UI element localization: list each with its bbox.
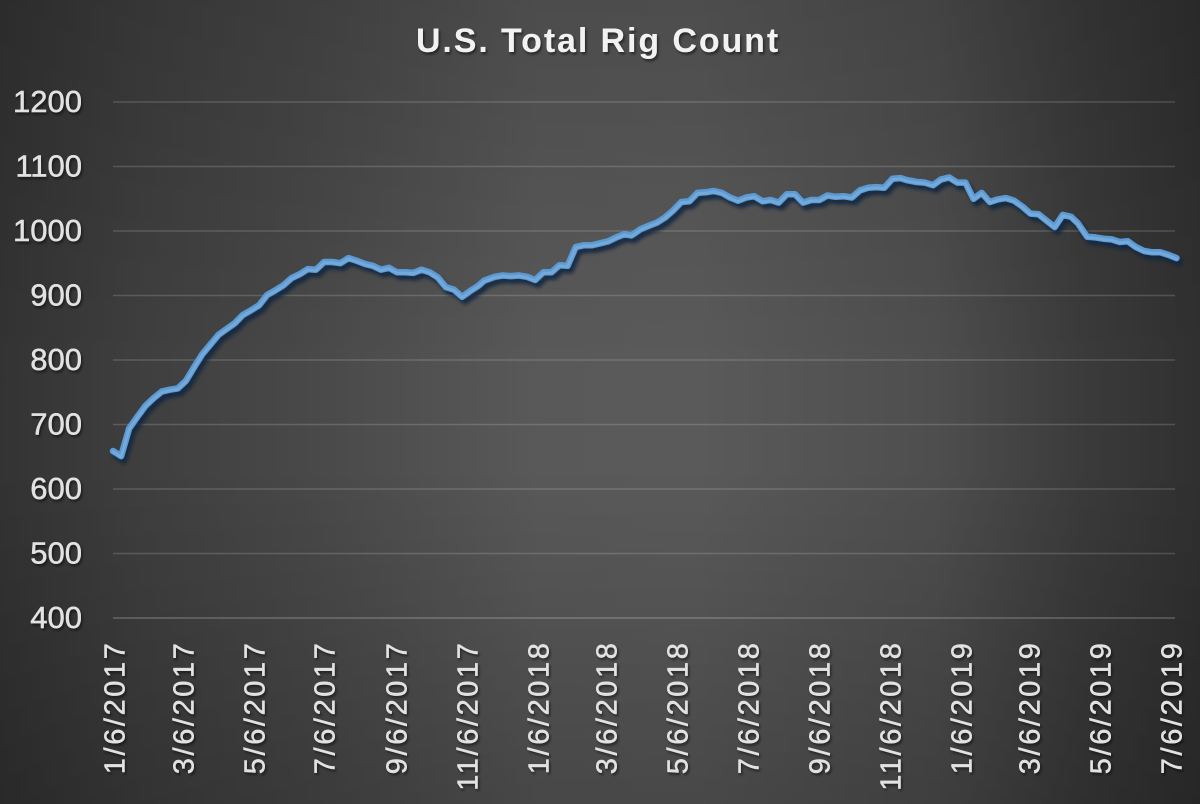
- svg-text:1/6/2017: 1/6/2017: [100, 641, 132, 775]
- svg-text:400: 400: [30, 600, 82, 635]
- svg-text:5/6/2018: 5/6/2018: [663, 641, 695, 775]
- svg-text:11/6/2018: 11/6/2018: [876, 641, 908, 791]
- svg-text:700: 700: [30, 407, 82, 442]
- svg-text:7/6/2019: 7/6/2019: [1157, 641, 1189, 775]
- svg-text:1000: 1000: [13, 213, 82, 248]
- svg-text:900: 900: [30, 278, 82, 313]
- svg-text:11/6/2017: 11/6/2017: [453, 641, 485, 791]
- svg-text:7/6/2017: 7/6/2017: [310, 641, 342, 775]
- svg-text:7/6/2018: 7/6/2018: [734, 641, 766, 775]
- svg-text:3/6/2019: 3/6/2019: [1015, 641, 1047, 775]
- svg-text:1200: 1200: [13, 84, 82, 119]
- svg-text:9/6/2018: 9/6/2018: [805, 641, 837, 775]
- svg-text:5/6/2019: 5/6/2019: [1086, 641, 1118, 775]
- svg-text:5/6/2017: 5/6/2017: [240, 641, 272, 775]
- svg-text:3/6/2018: 3/6/2018: [592, 641, 624, 775]
- svg-text:1/6/2019: 1/6/2019: [947, 641, 979, 775]
- svg-text:3/6/2017: 3/6/2017: [169, 641, 201, 775]
- svg-text:600: 600: [30, 471, 82, 506]
- svg-text:500: 500: [30, 536, 82, 571]
- svg-text:1100: 1100: [15, 149, 82, 184]
- svg-text:1/6/2018: 1/6/2018: [524, 641, 556, 775]
- svg-text:9/6/2017: 9/6/2017: [382, 641, 414, 775]
- svg-text:U.S. Total Rig Count: U.S. Total Rig Count: [416, 22, 780, 60]
- svg-text:800: 800: [30, 342, 82, 377]
